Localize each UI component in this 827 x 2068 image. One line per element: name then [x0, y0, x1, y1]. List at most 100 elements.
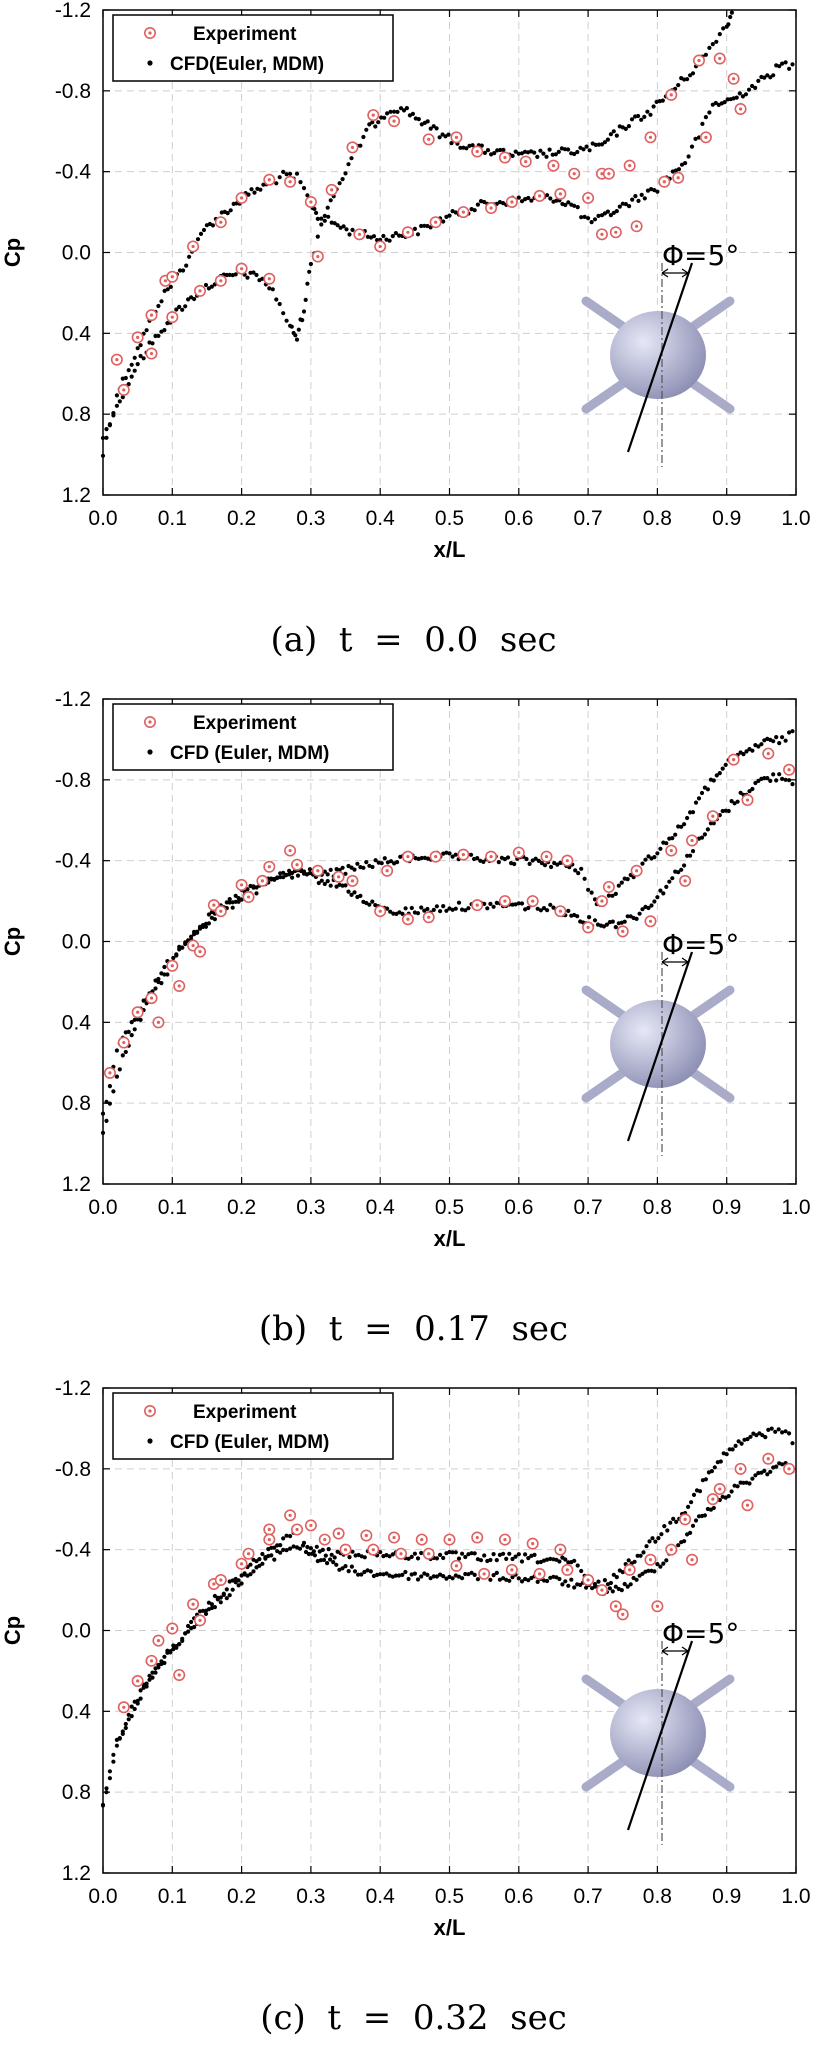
cfd-point: [686, 154, 691, 159]
cfd-point: [184, 263, 189, 268]
cfd-point: [741, 1480, 746, 1485]
experiment-point-core: [240, 1562, 244, 1566]
cfd-point: [434, 904, 439, 909]
y-tick-label: 1.2: [62, 1862, 91, 1885]
cfd-point: [747, 789, 752, 794]
cfd-point: [780, 61, 785, 66]
experiment-point-core: [295, 863, 299, 867]
experiment-point-core: [177, 1673, 181, 1677]
experiment-point-core: [738, 107, 743, 111]
experiment-point-core: [635, 869, 639, 873]
x-tick-label: 0.4: [366, 1196, 396, 1219]
experiment-point-core: [586, 196, 590, 200]
cfd-point: [275, 875, 280, 880]
cfd-point: [200, 1608, 206, 1613]
cfd-point: [325, 872, 330, 877]
cfd-point: [349, 1564, 354, 1569]
cfd-point: [668, 1520, 673, 1525]
cfd-point: [602, 1578, 608, 1583]
cfd-point: [787, 730, 792, 735]
x-tick-label: 0.7: [573, 1196, 602, 1219]
y-tick-label: -0.8: [55, 769, 91, 792]
legend-cfd-label: CFD(Euler, MDM): [170, 54, 324, 75]
cfd-point: [661, 1561, 666, 1566]
cfd-point: [274, 297, 279, 302]
cfd-point: [623, 202, 629, 207]
cfd-point: [659, 1532, 664, 1537]
cfd-point: [187, 254, 192, 259]
cfd-point: [787, 66, 792, 71]
cfd-point: [218, 1595, 223, 1600]
experiment-point-core: [537, 194, 542, 198]
experiment-point-core: [149, 1659, 154, 1663]
cfd-point: [428, 1576, 433, 1581]
x-tick-label: 0.8: [643, 507, 672, 530]
cfd-point: [453, 906, 458, 911]
cfd-point: [652, 1569, 657, 1574]
cfd-point: [584, 144, 589, 149]
cfd-point: [611, 1572, 616, 1577]
cfd-point: [642, 196, 647, 201]
cfd-point: [150, 341, 155, 346]
cfd-point: [325, 1561, 330, 1566]
cfd-point: [726, 1494, 731, 1499]
cfd-point: [507, 1578, 512, 1583]
cfd-point: [412, 226, 417, 231]
x-tick-label: 0.0: [88, 507, 117, 530]
experiment-point-core: [316, 254, 320, 259]
cfd-point: [697, 1489, 703, 1494]
cfd-point: [760, 1433, 765, 1438]
experiment-point-core: [198, 950, 202, 954]
cfd-point: [450, 1576, 455, 1581]
cfd-point: [725, 97, 730, 102]
cfd-point: [566, 200, 571, 205]
cfd-point: [293, 333, 298, 338]
cfd-point: [328, 883, 333, 888]
experiment-point-core: [240, 883, 244, 887]
cfd-point: [510, 1575, 515, 1580]
cfd-point: [655, 895, 660, 900]
cfd-point: [581, 147, 586, 152]
cfd-point: [519, 199, 525, 204]
body-fin: [683, 1674, 735, 1713]
cfd-point: [246, 192, 251, 197]
cfd-point: [535, 1560, 540, 1565]
cfd-point: [281, 1547, 286, 1552]
cfd-point: [629, 117, 635, 122]
cfd-point: [263, 1555, 268, 1560]
cfd-point: [316, 880, 321, 886]
cfd-point: [306, 1551, 311, 1557]
cfd-point: [159, 981, 164, 986]
cfd-point: [756, 778, 761, 783]
experiment-point-core: [170, 964, 174, 968]
experiment-point-core: [427, 137, 431, 141]
experiment-point-core: [648, 135, 653, 139]
cfd-point: [613, 1584, 618, 1589]
experiment-point-core: [482, 1572, 486, 1576]
cfd-point: [551, 905, 556, 910]
cfd-point: [787, 1431, 792, 1436]
cfd-point: [464, 146, 469, 151]
cfd-point: [290, 875, 295, 880]
cfd-point: [690, 71, 696, 76]
cfd-point: [458, 145, 463, 150]
cfd-point: [123, 1721, 128, 1727]
experiment-point-core: [503, 899, 507, 903]
cfd-point: [482, 150, 487, 155]
cfd-point: [693, 1518, 699, 1523]
cfd-point: [708, 821, 714, 826]
cfd-point: [168, 284, 173, 289]
cfd-point: [710, 42, 715, 47]
cfd-point: [126, 1717, 131, 1722]
cfd-point: [180, 945, 185, 950]
cfd-point: [144, 1681, 149, 1686]
cfd-point: [679, 162, 685, 167]
cfd-point: [633, 194, 638, 199]
cfd-point: [584, 1585, 589, 1590]
cfd-point: [352, 890, 357, 895]
cfd-point: [492, 151, 497, 156]
cfd-point: [544, 154, 549, 159]
experiment-point-core: [122, 1705, 126, 1709]
cfd-point: [341, 224, 346, 229]
experiment-point-core: [191, 943, 195, 948]
